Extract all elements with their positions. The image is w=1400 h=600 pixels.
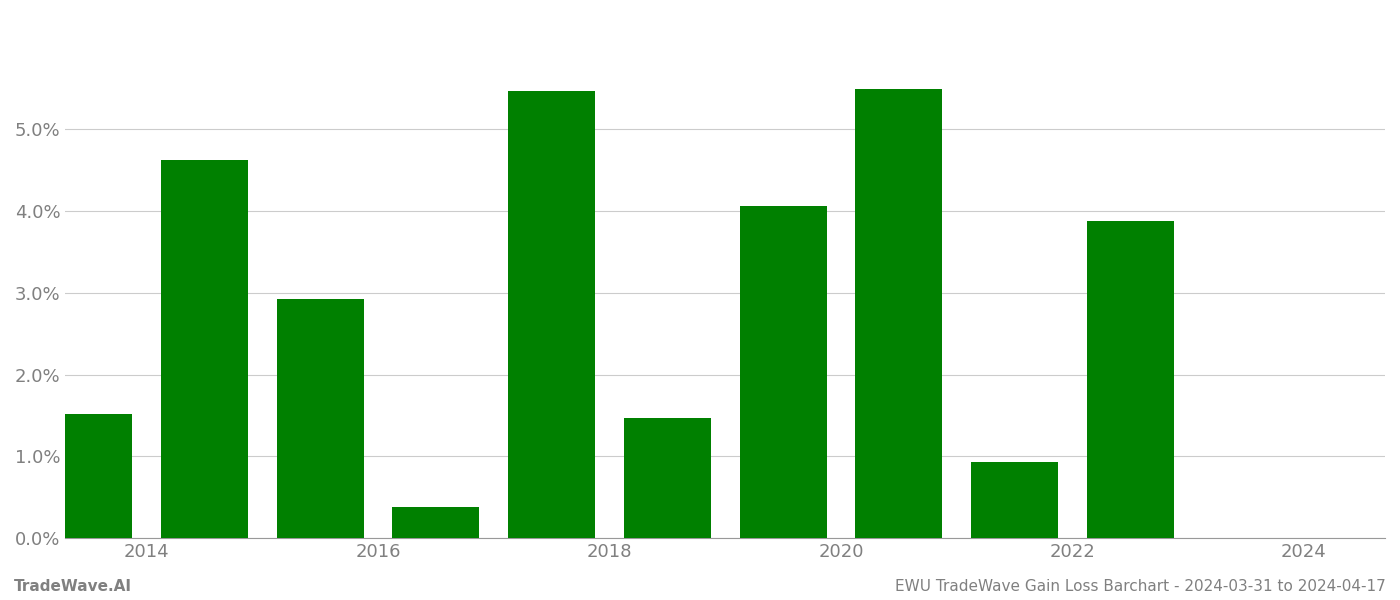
Bar (277, 299, 364, 538)
Bar (1086, 221, 1173, 538)
Bar (972, 462, 1058, 538)
Bar (45, 414, 132, 538)
Bar (161, 160, 248, 538)
Bar (855, 89, 942, 538)
Text: EWU TradeWave Gain Loss Barchart - 2024-03-31 to 2024-04-17: EWU TradeWave Gain Loss Barchart - 2024-… (895, 579, 1386, 594)
Bar (624, 418, 711, 538)
Bar (392, 507, 479, 538)
Bar (508, 91, 595, 538)
Text: TradeWave.AI: TradeWave.AI (14, 579, 132, 594)
Bar (739, 206, 826, 538)
